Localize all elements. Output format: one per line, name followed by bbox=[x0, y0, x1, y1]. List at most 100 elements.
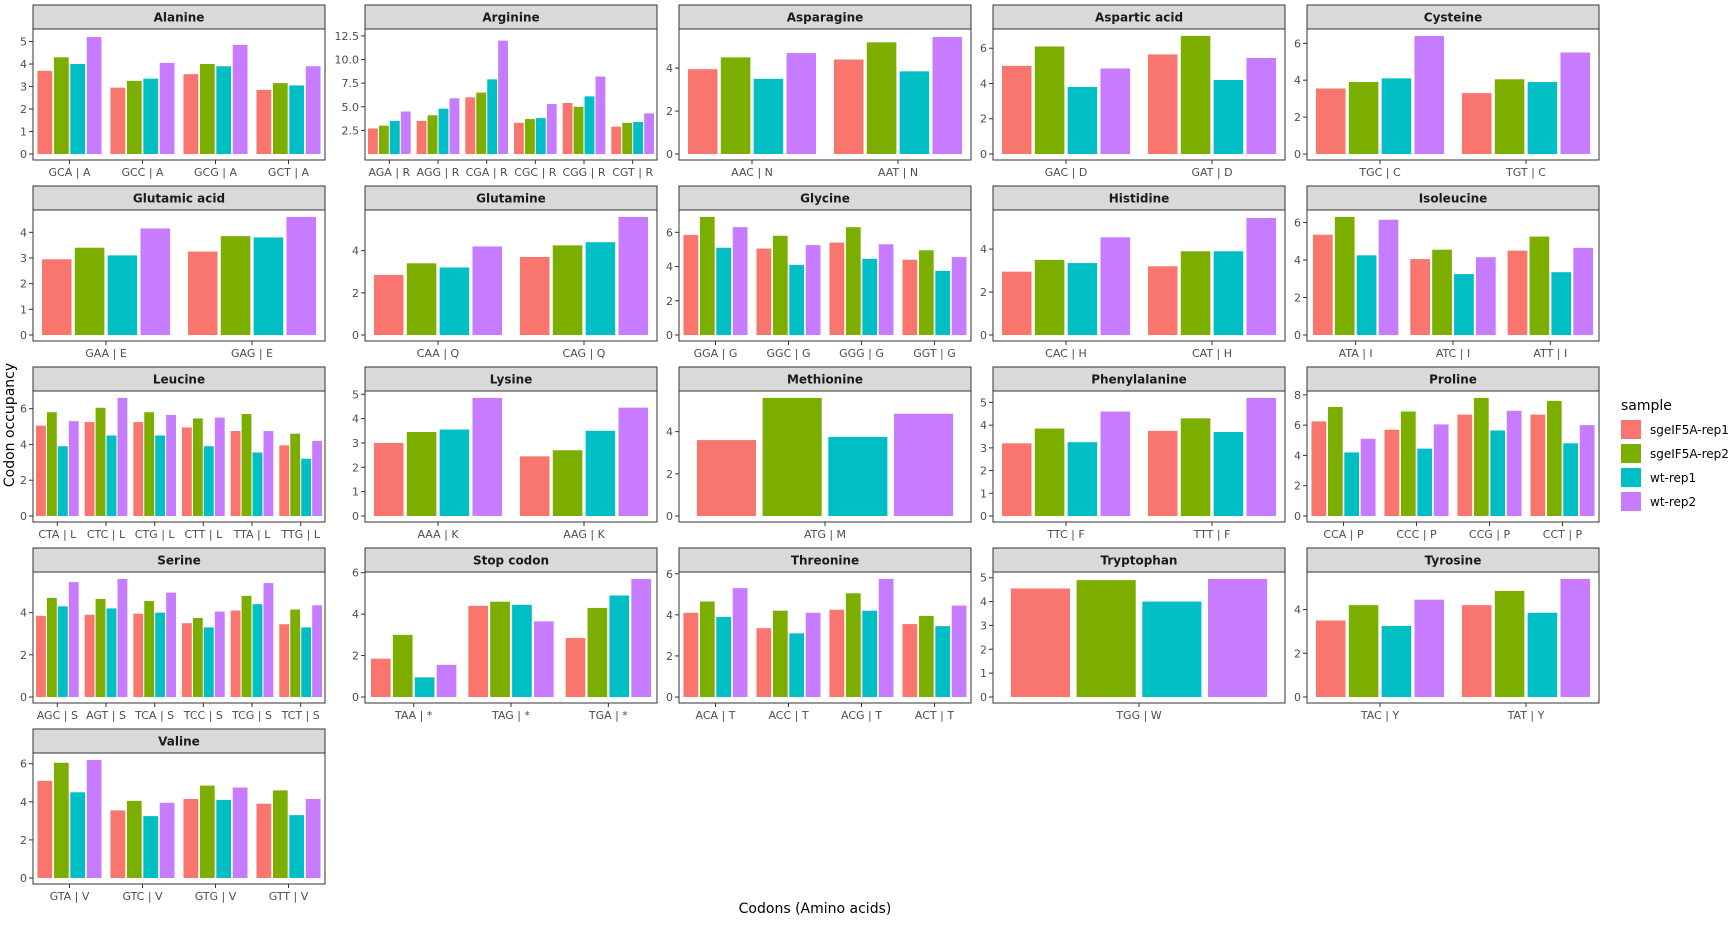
bar bbox=[203, 627, 214, 697]
x-tick-label: CGG | R bbox=[562, 166, 605, 179]
x-tick-label: TTA | L bbox=[233, 528, 272, 541]
x-tick-label: AGT | S bbox=[86, 709, 126, 722]
facet-phenylalanine: Phenylalanine 0 1 2 3 4 5 TTC | F TTT | F bbox=[980, 366, 1286, 541]
bar bbox=[427, 115, 438, 154]
y-tick-label: 2 bbox=[20, 474, 27, 487]
bar bbox=[1001, 271, 1032, 335]
x-tick-label: GGA | G bbox=[694, 347, 738, 360]
bar bbox=[436, 664, 457, 697]
bar bbox=[1360, 438, 1376, 516]
facet-title: Isoleucine bbox=[1419, 192, 1488, 206]
bar bbox=[95, 598, 106, 697]
bar bbox=[699, 601, 715, 697]
y-tick-label: 6 bbox=[1294, 37, 1301, 50]
facet-strip bbox=[32, 728, 326, 754]
y-tick-label: 2 bbox=[666, 105, 673, 118]
x-tick-label: GGG | G bbox=[839, 347, 884, 360]
bar bbox=[181, 623, 192, 697]
bar bbox=[216, 66, 232, 154]
bar bbox=[1490, 430, 1506, 516]
bar bbox=[140, 228, 171, 335]
bar bbox=[487, 79, 498, 154]
y-tick-label: 0 bbox=[1294, 329, 1301, 342]
legend-label: sgeIF5A-rep2 bbox=[1650, 447, 1729, 461]
bar bbox=[57, 606, 68, 697]
bar bbox=[272, 83, 288, 154]
x-tick-label: AAG | K bbox=[563, 528, 605, 541]
legend-swatch bbox=[1621, 492, 1641, 511]
bar bbox=[253, 237, 284, 335]
y-tick-label: 2 bbox=[352, 461, 359, 474]
x-tick-label: CCT | P bbox=[1543, 528, 1583, 541]
bar bbox=[400, 111, 411, 154]
facet-strip bbox=[32, 4, 326, 30]
y-tick-label: 4 bbox=[352, 608, 359, 621]
facet-title: Aspartic acid bbox=[1095, 11, 1183, 25]
y-tick-label: 1 bbox=[20, 303, 27, 316]
y-tick-label: 6 bbox=[980, 42, 987, 55]
facet-title: Phenylalanine bbox=[1091, 373, 1187, 387]
bar bbox=[416, 120, 427, 154]
bar bbox=[84, 422, 95, 516]
facet-title: Stop codon bbox=[473, 554, 549, 568]
bar bbox=[367, 128, 378, 154]
bar bbox=[845, 593, 861, 697]
x-tick-label: TAT | Y bbox=[1507, 709, 1545, 722]
bar bbox=[289, 85, 305, 154]
y-tick-label: 2 bbox=[1294, 111, 1301, 124]
bar bbox=[392, 634, 413, 697]
y-tick-label: 3 bbox=[980, 619, 987, 632]
y-tick-label: 2 bbox=[20, 278, 27, 291]
panel-border bbox=[678, 571, 972, 704]
bar bbox=[524, 119, 535, 154]
facet-title: Cysteine bbox=[1424, 11, 1482, 25]
x-tick-label: CAG | Q bbox=[563, 347, 606, 360]
bar bbox=[584, 96, 595, 154]
x-tick-label: TCC | S bbox=[183, 709, 223, 722]
bar bbox=[86, 759, 102, 878]
bar bbox=[144, 601, 155, 697]
x-tick-label: AAT | N bbox=[878, 166, 918, 179]
bar bbox=[535, 118, 546, 154]
bar bbox=[1507, 250, 1528, 335]
y-tick-label: 3 bbox=[980, 442, 987, 455]
bar bbox=[1573, 247, 1594, 335]
bar bbox=[753, 78, 784, 154]
bar bbox=[1384, 429, 1400, 516]
bar bbox=[534, 621, 554, 697]
x-tick-label: TCG | S bbox=[231, 709, 272, 722]
bar bbox=[1147, 54, 1178, 154]
bar bbox=[1414, 599, 1445, 697]
bar bbox=[1067, 442, 1098, 516]
panel-border bbox=[1306, 28, 1600, 161]
bar bbox=[301, 458, 312, 516]
bar bbox=[183, 798, 199, 878]
x-tick-label: TTT | F bbox=[1193, 528, 1231, 541]
bar bbox=[951, 257, 967, 335]
bar bbox=[513, 122, 524, 154]
bar bbox=[1315, 88, 1346, 154]
facet-strip bbox=[678, 366, 972, 392]
panel-border bbox=[678, 209, 972, 342]
x-tick-label: GTT | V bbox=[269, 890, 309, 903]
x-tick-label: ACG | T bbox=[841, 709, 882, 722]
bar bbox=[732, 227, 748, 335]
facet-title: Methionine bbox=[787, 373, 863, 387]
y-tick-label: 2 bbox=[980, 465, 987, 478]
y-tick-label: 3 bbox=[20, 252, 27, 265]
bar bbox=[1461, 93, 1492, 154]
facet-strip bbox=[32, 366, 326, 392]
bar bbox=[932, 36, 963, 155]
facet-strip bbox=[1306, 185, 1600, 211]
bar bbox=[716, 616, 732, 697]
bar bbox=[187, 251, 218, 335]
bar bbox=[1433, 424, 1449, 516]
y-tick-label: 4 bbox=[20, 607, 27, 620]
bar bbox=[829, 242, 845, 335]
bar bbox=[1180, 418, 1211, 516]
x-tick-label: CGC | R bbox=[514, 166, 557, 179]
bar bbox=[181, 427, 192, 516]
y-tick-label: 6 bbox=[666, 226, 673, 239]
bar bbox=[845, 227, 861, 335]
bar bbox=[587, 607, 608, 697]
